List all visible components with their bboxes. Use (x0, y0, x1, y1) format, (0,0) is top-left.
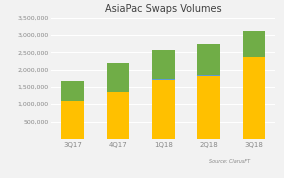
Bar (152, 50, 175, 80)
Bar (243, 57, 265, 138)
Bar (243, 31, 265, 57)
Title: AsiaPac Swaps Volumes: AsiaPac Swaps Volumes (105, 4, 222, 14)
Bar (61, 101, 84, 138)
Text: Source: ClarusFT: Source: ClarusFT (209, 159, 250, 164)
Bar (197, 76, 220, 138)
Bar (197, 75, 220, 76)
Bar (152, 138, 175, 139)
Bar (197, 44, 220, 75)
Bar (152, 80, 175, 138)
Bar (107, 92, 129, 138)
Bar (61, 81, 84, 101)
Bar (107, 63, 129, 92)
